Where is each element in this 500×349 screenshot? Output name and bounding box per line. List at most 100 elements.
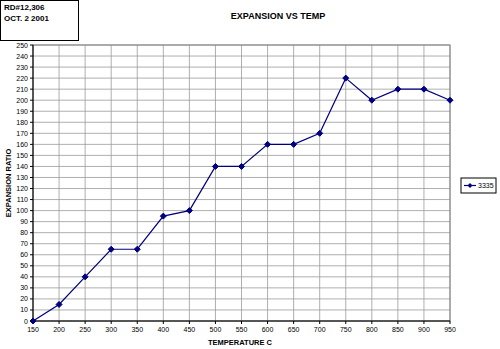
x-tick — [345, 321, 346, 324]
series-line — [33, 78, 450, 321]
x-tick — [59, 321, 60, 324]
y-tick-label: 190 — [16, 108, 28, 115]
y-tick — [30, 199, 33, 200]
y-tick — [30, 232, 33, 233]
y-tick-label: 20 — [20, 295, 28, 302]
y-tick-label: 250 — [16, 42, 28, 49]
x-tick — [163, 321, 164, 324]
y-tick-label: 240 — [16, 53, 28, 60]
x-tick — [137, 321, 138, 324]
y-tick — [30, 155, 33, 156]
y-tick-label: 230 — [16, 64, 28, 71]
point — [212, 163, 218, 169]
plot-area — [33, 45, 450, 321]
y-tick — [30, 144, 33, 145]
x-tick — [397, 321, 398, 324]
grid-line — [163, 45, 164, 321]
point — [265, 141, 271, 147]
legend-marker — [468, 183, 473, 188]
x-tick — [267, 321, 268, 324]
point — [56, 301, 62, 307]
x-tick-label: 150 — [27, 326, 39, 333]
y-tick — [30, 254, 33, 255]
x-tick-label: 950 — [444, 326, 456, 333]
point — [447, 97, 453, 103]
y-tick — [30, 56, 33, 57]
y-tick — [30, 133, 33, 134]
point — [395, 86, 401, 92]
x-tick-label: 850 — [392, 326, 404, 333]
y-axis — [33, 45, 34, 321]
x-tick-label: 400 — [157, 326, 169, 333]
y-tick — [30, 243, 33, 244]
y-axis-label: EXPANSION RATIO — [4, 149, 13, 218]
x-tick — [85, 321, 86, 324]
x-tick — [319, 321, 320, 324]
y-tick-label: 180 — [16, 119, 28, 126]
x-tick — [215, 321, 216, 324]
y-tick-label: 100 — [16, 207, 28, 214]
grid-line — [345, 45, 346, 321]
y-tick — [30, 89, 33, 90]
y-tick-label: 50 — [20, 262, 28, 269]
y-tick-label: 200 — [16, 97, 28, 104]
point — [291, 141, 297, 147]
y-tick-label: 110 — [17, 196, 28, 203]
y-tick-label: 60 — [20, 251, 28, 258]
y-tick — [30, 67, 33, 68]
x-tick — [423, 321, 424, 324]
x-tick-label: 550 — [236, 326, 248, 333]
y-tick — [30, 287, 33, 288]
annotation-box — [1, 1, 79, 41]
x-tick-label: 250 — [79, 326, 91, 333]
point — [239, 163, 245, 169]
y-tick — [30, 265, 33, 266]
point — [421, 86, 427, 92]
grid-line — [241, 45, 242, 321]
y-tick-label: 170 — [16, 130, 28, 137]
grid-line — [215, 45, 216, 321]
y-tick-label: 160 — [16, 141, 28, 148]
plot-frame — [33, 45, 450, 321]
y-tick — [30, 45, 33, 46]
y-tick — [30, 221, 33, 222]
data-group — [30, 75, 453, 324]
y-tick-label: 10 — [20, 306, 28, 313]
y-tick — [30, 122, 33, 123]
x-tick-label: 300 — [105, 326, 117, 333]
x-tick — [241, 321, 242, 324]
grid-line — [267, 45, 268, 321]
y-tick — [30, 309, 33, 310]
y-tick — [30, 78, 33, 79]
y-tick-label: 70 — [20, 240, 28, 247]
x-tick — [293, 321, 294, 324]
point — [186, 208, 192, 214]
y-tick-label: 0 — [24, 318, 28, 325]
x-tick-label: 200 — [53, 326, 65, 333]
grid-line — [137, 45, 138, 321]
y-tick-label: 150 — [16, 152, 28, 159]
y-tick-label: 120 — [16, 185, 28, 192]
x-tick-label: 900 — [418, 326, 430, 333]
y-tick — [30, 298, 33, 299]
y-tick-label: 40 — [20, 273, 28, 280]
annotation: RD#12,306 — [4, 3, 45, 12]
grid-line — [189, 45, 190, 321]
point — [369, 97, 375, 103]
grid-line — [293, 45, 294, 321]
x-tick — [189, 321, 190, 324]
grid-line — [33, 45, 34, 321]
y-tick — [30, 177, 33, 178]
y-tick-label: 220 — [16, 75, 28, 82]
x-tick-label: 500 — [210, 326, 222, 333]
point — [134, 246, 140, 252]
point — [160, 213, 166, 219]
chart-root: RD#12,306OCT. 2 2001EXPANSION VS TEMP010… — [0, 0, 500, 349]
x-tick-label: 700 — [314, 326, 326, 333]
x-tick-label: 600 — [262, 326, 274, 333]
y-tick — [30, 276, 33, 277]
chart: RD#12,306OCT. 2 2001EXPANSION VS TEMP010… — [0, 0, 500, 349]
point — [317, 130, 323, 136]
legend-label: 3335 — [478, 182, 494, 189]
y-tick-label: 140 — [16, 163, 28, 170]
